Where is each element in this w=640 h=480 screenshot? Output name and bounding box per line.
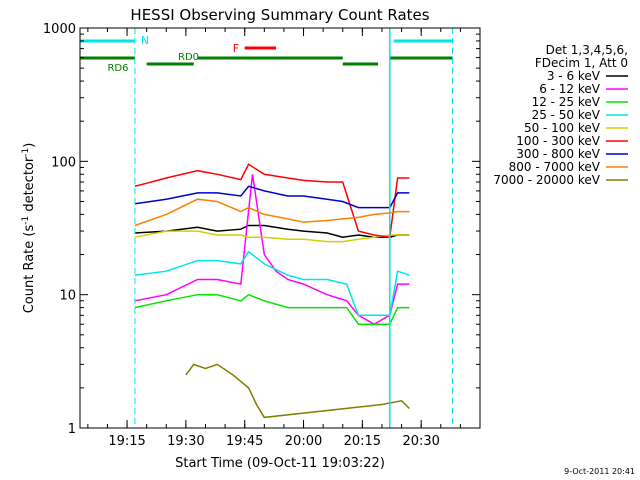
y-tick-label: 1000 [43,22,76,37]
rd0-label: RD0 [178,52,199,63]
state-bars: N F RD0 RD6 [80,34,453,74]
x-tick-label: 20:30 [402,434,439,449]
x-tick-label: 20:15 [344,434,381,449]
series-line-0 [134,224,410,238]
legend-label-2: 12 - 25 keV [532,95,601,109]
legend-header-2: FDecim 1, Att 0 [535,56,628,70]
y-axis-label-mid: detector [22,156,37,216]
y-tick-label: 1 [68,422,76,437]
y-axis-label-sup2: -1 [21,148,31,157]
plot-frame [79,27,481,429]
legend-label-5: 100 - 300 keV [516,134,600,148]
night-boundaries [134,28,454,428]
x-tick-label: 19:45 [226,434,263,449]
night-label: N [141,34,149,47]
legend-label-1: 6 - 12 keV [539,82,601,96]
series-line-1 [134,174,410,326]
series-line-5 [134,163,410,239]
legend-label-6: 300 - 800 keV [516,147,600,161]
series-layer [134,163,410,419]
series-line-7 [134,198,410,227]
y-axis-label-close: ) [22,143,37,148]
x-tick-label: 20:00 [285,434,322,449]
x-axis: 19:15 19:30 19:45 20:00 20:15 20:30 [87,28,461,449]
series-line-8 [185,363,410,419]
series-line-3 [134,250,410,317]
legend-label-7: 800 - 7000 keV [509,160,601,174]
legend-label-0: 3 - 6 keV [547,69,601,83]
flare-label: F [233,42,239,55]
x-tick-label: 19:15 [108,434,145,449]
series-line-2 [134,293,410,325]
legend-label-3: 25 - 50 keV [532,108,601,122]
y-axis-label-main: Count Rate (s [22,225,37,314]
x-tick-label: 19:30 [167,434,204,449]
timestamp: 9-Oct-2011 20:41 [564,467,635,476]
series-line-6 [134,185,410,209]
legend-label-8: 7000 - 20000 keV [493,173,600,187]
y-tick-label: 10 [59,289,76,304]
y-axis-label: Count Rate (s-1 detector-1) [21,143,37,314]
y-tick-label: 100 [51,155,76,170]
legend-label-4: 50 - 100 keV [524,121,601,135]
y-axis: 1 10 100 1000 [43,22,480,437]
chart-title: HESSI Observing Summary Count Rates [130,6,429,24]
legend-header-1: Det 1,3,4,5,6, [546,43,628,57]
y-axis-label-sup: -1 [21,216,31,225]
legend: Det 1,3,4,5,6, FDecim 1, Att 0 3 - 6 keV… [493,43,628,187]
rd6-label: RD6 [107,63,128,74]
x-axis-label: Start Time (09-Oct-11 19:03:22) [175,456,385,471]
